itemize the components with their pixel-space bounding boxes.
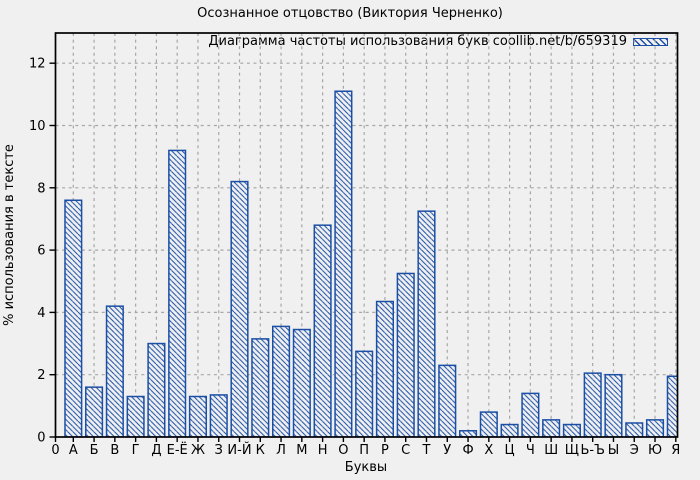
- x-tick-label: Ы: [608, 443, 619, 458]
- x-axis-label: Буквы: [344, 460, 388, 475]
- tick-labels: 0 А Б В Г Д Е-Ё Ж З И-Й К Л М Н О П Р С Т У Ф Х Ц Ч Ш Щ Ь-Ъ Ы Э Ю Я024…: [29, 57, 680, 458]
- bar-А: [64, 199, 83, 437]
- x-tick-label: А: [69, 443, 78, 458]
- x-tick-label: Л: [276, 443, 286, 458]
- bar-Н: [313, 224, 332, 437]
- x-tick-label: Р: [381, 443, 389, 458]
- x-tick-label: И-Й: [227, 442, 251, 458]
- x-tick-label: Ш: [544, 443, 558, 458]
- y-tick-label: 8: [37, 181, 45, 196]
- x-tick-label: Х: [484, 443, 493, 458]
- legend-label: Диаграмма частоты использования букв coo…: [208, 34, 627, 49]
- x-tick-label: Н: [318, 443, 328, 458]
- x-tick-label: О: [338, 443, 348, 458]
- x-tick-label: Т: [422, 443, 431, 458]
- bar-К: [251, 338, 270, 437]
- x-tick-label: Ч: [526, 443, 535, 458]
- bar-О: [334, 90, 353, 437]
- plot-border: [54, 32, 679, 438]
- bar-Т: [417, 210, 436, 437]
- bar-Ц: [500, 423, 519, 437]
- y-tick-label: 12: [29, 57, 46, 72]
- bar-Ы: [604, 373, 623, 437]
- bar-Я: [666, 375, 678, 437]
- chart-title: Осознанное отцовство (Виктория Черненко): [197, 6, 503, 21]
- y-tick-label: 10: [29, 119, 46, 134]
- bar-Щ: [562, 423, 581, 437]
- bar-С: [396, 272, 415, 437]
- x-tick-label: Е-Ё: [167, 442, 188, 458]
- y-tick-label: 4: [37, 306, 45, 321]
- bar-В: [105, 305, 124, 437]
- legend-swatch-hatch-icon: [633, 37, 668, 46]
- x-tick-label: Ь-Ъ: [580, 443, 604, 458]
- bars: [64, 90, 678, 437]
- x-tick-label: Ж: [191, 443, 205, 458]
- axis-ticks: [49, 62, 677, 442]
- y-tick-label: 0: [37, 431, 45, 446]
- x-tick-label: У: [443, 443, 451, 458]
- bar-Х: [479, 411, 498, 437]
- bar-И-Й: [230, 180, 249, 437]
- bar-Ь-Ъ: [583, 372, 602, 437]
- x-tick-label: Щ: [565, 443, 579, 458]
- bar-Э: [625, 422, 644, 437]
- x-tick-label: С: [401, 443, 410, 458]
- bar-М: [292, 328, 311, 437]
- x-tick-label: В: [110, 443, 119, 458]
- bar-Ж: [188, 395, 208, 437]
- x-tick-label: П: [359, 443, 369, 458]
- x-tick-label: М: [296, 443, 307, 458]
- x-origin-label: 0: [51, 443, 59, 458]
- x-tick-label: Г: [132, 443, 140, 458]
- bar-Ф: [458, 430, 478, 437]
- bar-Е-Ё: [168, 149, 187, 437]
- bar-Г: [126, 395, 145, 437]
- x-tick-label: Э: [630, 443, 639, 458]
- bar-П: [355, 350, 374, 437]
- x-tick-label: Ф: [462, 443, 473, 458]
- x-tick-label: З: [215, 443, 223, 458]
- x-tick-label: Ю: [648, 443, 662, 458]
- bar-Л: [271, 325, 291, 437]
- bar-З: [209, 394, 228, 437]
- bar-Р: [375, 300, 394, 437]
- bar-Д: [147, 342, 166, 437]
- legend: Диаграмма частоты использования букв coo…: [208, 34, 668, 49]
- x-tick-label: Д: [151, 443, 161, 458]
- bar-Ч: [521, 392, 540, 437]
- y-tick-label: 6: [37, 244, 45, 259]
- bar-Ю: [645, 419, 665, 437]
- x-tick-label: К: [256, 443, 265, 458]
- bar-У: [438, 364, 457, 437]
- x-tick-label: Я: [671, 443, 680, 458]
- x-tick-label: Б: [90, 443, 99, 458]
- y-tick-label: 2: [37, 368, 45, 383]
- x-tick-label: Ц: [505, 443, 515, 458]
- bar-Б: [85, 386, 104, 437]
- bar-Ш: [542, 419, 561, 437]
